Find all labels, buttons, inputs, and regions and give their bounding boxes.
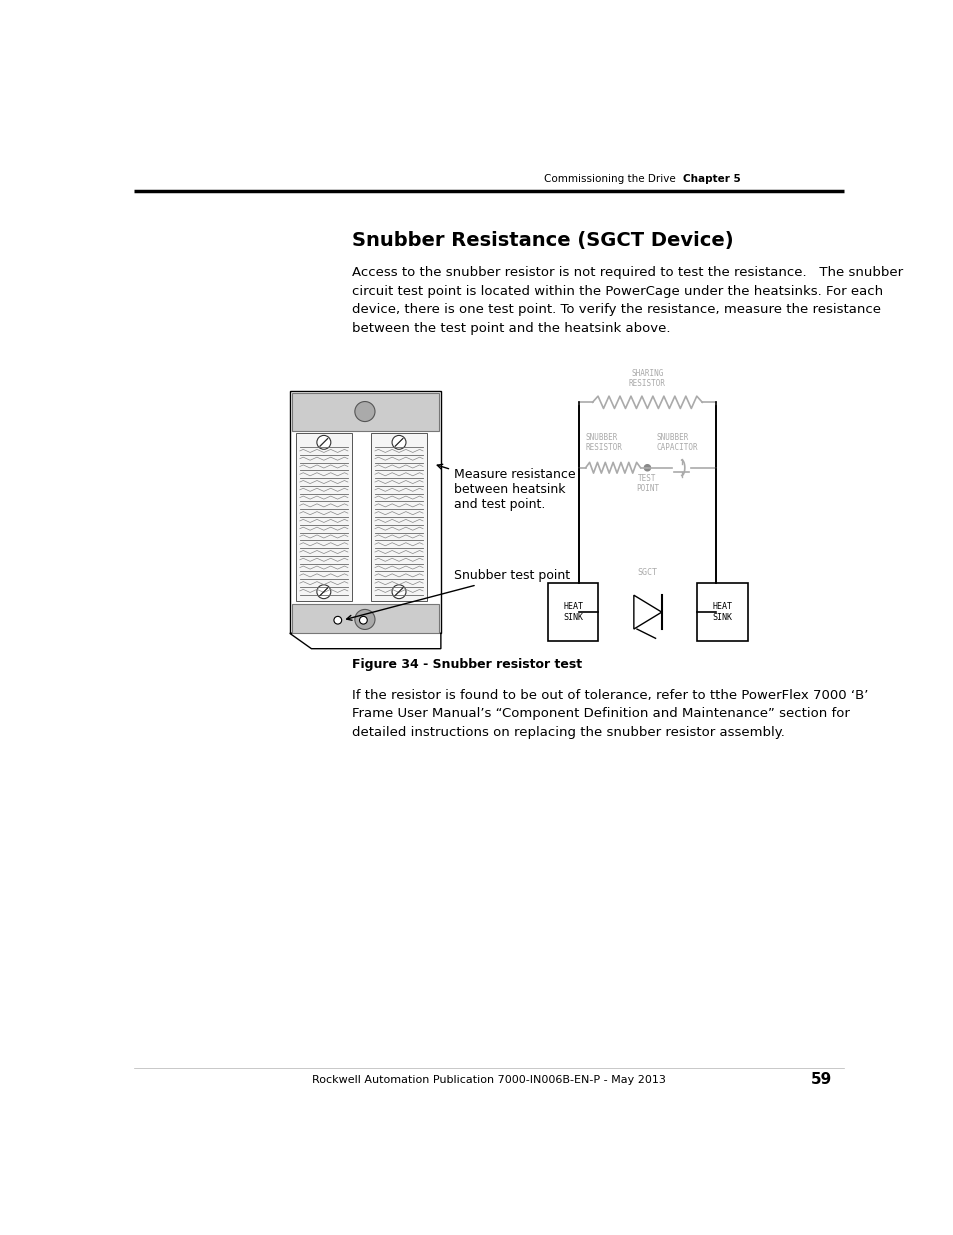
Text: Access to the snubber resistor is not required to test the resistance.   The snu: Access to the snubber resistor is not re… xyxy=(352,266,902,335)
Circle shape xyxy=(334,616,341,624)
Bar xyxy=(295,433,352,601)
Text: SHARING
RESISTOR: SHARING RESISTOR xyxy=(628,369,665,389)
Text: Rockwell Automation Publication 7000-IN006B-EN-P - May 2013: Rockwell Automation Publication 7000-IN0… xyxy=(312,1074,665,1084)
Circle shape xyxy=(355,609,375,630)
Polygon shape xyxy=(290,634,440,648)
Bar xyxy=(547,583,598,641)
Circle shape xyxy=(392,585,406,599)
Text: Commissioning the Drive: Commissioning the Drive xyxy=(543,174,675,184)
Text: TEST
POINT: TEST POINT xyxy=(636,474,659,493)
Circle shape xyxy=(355,401,375,421)
Circle shape xyxy=(316,585,331,599)
Bar xyxy=(292,604,438,634)
Bar xyxy=(697,583,747,641)
Text: Snubber test point: Snubber test point xyxy=(346,569,570,620)
Circle shape xyxy=(316,436,331,450)
Text: Measure resistance
between heatsink
and test point.: Measure resistance between heatsink and … xyxy=(436,464,575,511)
Bar xyxy=(371,433,427,601)
Text: Figure 34 - Snubber resistor test: Figure 34 - Snubber resistor test xyxy=(352,658,581,671)
Circle shape xyxy=(643,464,650,471)
Text: HEAT
SINK: HEAT SINK xyxy=(562,603,582,622)
Polygon shape xyxy=(633,595,661,629)
Circle shape xyxy=(392,436,406,450)
Text: SGCT: SGCT xyxy=(637,568,657,577)
Text: If the resistor is found to be out of tolerance, refer to tthe PowerFlex 7000 ‘B: If the resistor is found to be out of to… xyxy=(352,689,867,739)
Text: Snubber Resistance (SGCT Device): Snubber Resistance (SGCT Device) xyxy=(352,231,733,251)
Text: 59: 59 xyxy=(810,1072,831,1087)
Text: SNUBBER
CAPACITOR: SNUBBER CAPACITOR xyxy=(656,433,698,452)
Circle shape xyxy=(359,616,367,624)
Text: HEAT
SINK: HEAT SINK xyxy=(712,603,732,622)
Bar xyxy=(290,390,440,634)
Text: Chapter 5: Chapter 5 xyxy=(682,174,740,184)
Text: SNUBBER
RESISTOR: SNUBBER RESISTOR xyxy=(584,433,621,452)
Bar xyxy=(292,393,438,431)
